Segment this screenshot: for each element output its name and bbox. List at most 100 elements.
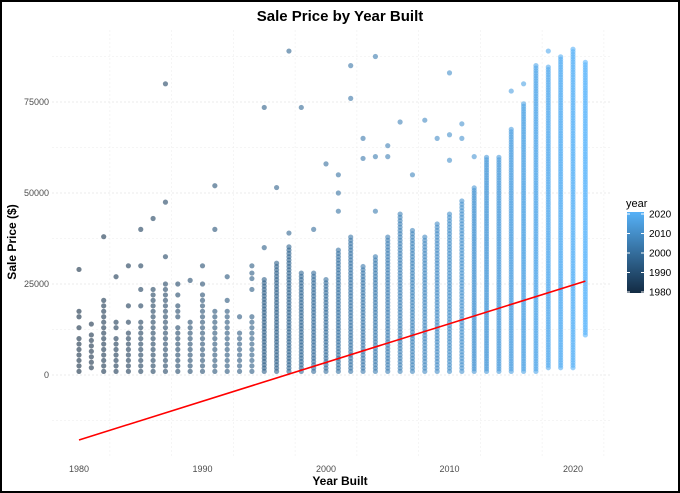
data-point	[175, 346, 181, 353]
data-point	[125, 352, 131, 358]
y-axis-label: Sale Price ($)	[5, 204, 19, 279]
data-point	[175, 368, 181, 374]
data-point	[385, 234, 391, 240]
data-point	[348, 63, 354, 69]
data-point	[125, 357, 131, 364]
data-point	[150, 330, 156, 336]
y-tick-label: 75000	[24, 97, 49, 107]
data-point	[199, 363, 206, 369]
data-point	[162, 368, 169, 374]
data-point	[162, 292, 169, 298]
data-point	[162, 341, 169, 347]
data-point	[162, 346, 169, 353]
data-point	[545, 48, 551, 54]
data-point	[224, 308, 230, 314]
data-point	[335, 208, 341, 214]
data-point	[236, 352, 243, 358]
data-point	[249, 352, 255, 358]
data-point	[224, 352, 230, 358]
data-point	[446, 132, 453, 138]
data-point	[471, 185, 477, 191]
colorbar	[627, 212, 644, 293]
x-tick-label: 2020	[563, 464, 583, 474]
data-point	[323, 277, 329, 283]
data-point	[212, 336, 218, 342]
data-point	[274, 184, 280, 191]
data-point	[508, 126, 514, 132]
data-point	[249, 363, 255, 369]
data-point	[162, 319, 169, 325]
data-point	[372, 154, 378, 160]
data-point	[348, 95, 354, 101]
data-point	[113, 357, 119, 364]
data-point	[162, 357, 169, 364]
data-point	[150, 292, 156, 298]
data-point	[236, 363, 243, 369]
data-point	[162, 81, 169, 87]
data-point	[199, 330, 206, 336]
data-point	[175, 308, 181, 314]
data-point	[582, 59, 588, 65]
data-point	[76, 346, 82, 353]
data-point	[385, 154, 391, 160]
data-point	[385, 143, 391, 149]
data-point	[335, 247, 341, 253]
data-point	[249, 319, 255, 325]
data-point	[212, 183, 218, 189]
data-point	[199, 281, 206, 287]
data-point	[459, 135, 465, 141]
data-point	[101, 363, 107, 369]
data-point	[138, 325, 144, 331]
data-point	[236, 368, 243, 374]
data-point	[175, 325, 181, 331]
data-point	[508, 88, 514, 94]
data-point	[459, 121, 465, 127]
data-point	[187, 368, 193, 374]
x-tick-label: 1990	[192, 464, 212, 474]
y-tick-label: 50000	[24, 188, 49, 198]
data-point	[138, 368, 144, 374]
data-point	[101, 330, 107, 336]
data-point	[249, 346, 255, 353]
data-point	[372, 53, 378, 60]
data-point	[162, 286, 169, 293]
data-point	[138, 341, 144, 347]
data-point	[88, 343, 94, 349]
data-point	[249, 341, 255, 347]
y-tick-label: 0	[44, 370, 49, 380]
data-point	[483, 154, 490, 160]
data-point	[125, 319, 131, 325]
data-point	[88, 354, 94, 360]
data-point	[162, 336, 169, 342]
data-point	[138, 357, 144, 364]
data-point	[162, 199, 169, 205]
data-point	[249, 325, 255, 331]
data-point	[446, 157, 453, 163]
data-point	[409, 172, 416, 178]
x-tick-label: 1980	[69, 464, 89, 474]
data-point	[138, 226, 144, 232]
data-point	[113, 368, 119, 374]
data-point	[150, 319, 156, 325]
data-point	[101, 308, 107, 314]
data-point	[397, 211, 403, 217]
data-point	[360, 155, 366, 162]
data-point	[162, 363, 169, 369]
data-point	[138, 352, 144, 358]
data-point	[311, 226, 317, 232]
data-point	[199, 319, 206, 325]
data-point	[150, 308, 156, 314]
legend-tick-label: 1990	[649, 268, 672, 279]
data-point	[236, 357, 243, 364]
data-point	[187, 352, 193, 358]
data-point	[175, 330, 181, 336]
data-point	[113, 319, 119, 325]
data-point	[224, 346, 230, 353]
data-point	[409, 227, 416, 234]
data-point	[199, 263, 206, 269]
data-point	[199, 341, 206, 347]
data-point	[224, 341, 230, 347]
data-point	[224, 368, 230, 374]
